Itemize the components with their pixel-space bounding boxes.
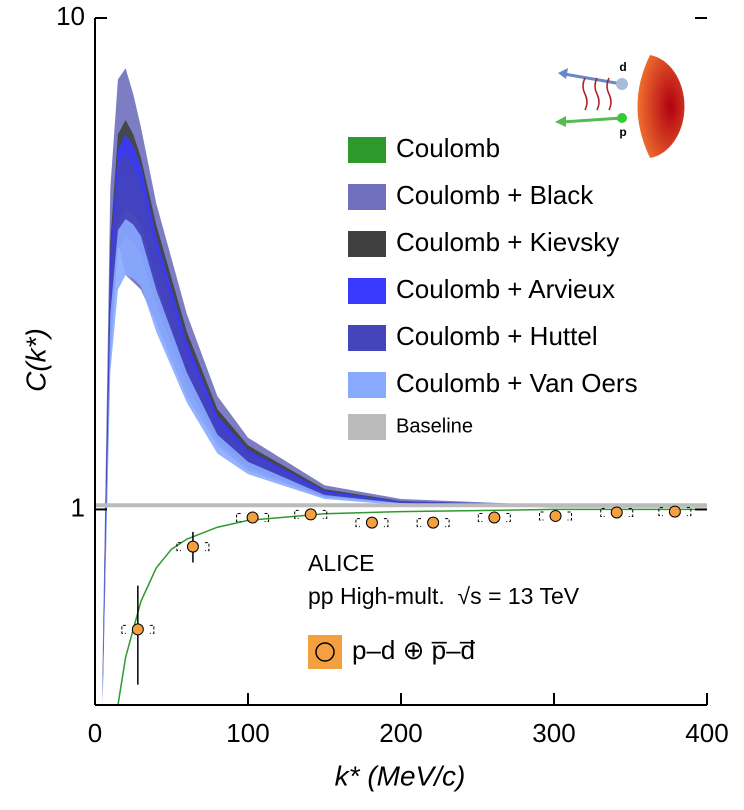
syst-bracket [658, 507, 692, 517]
data-point [304, 508, 317, 521]
legend-swatch [348, 184, 386, 210]
annotation: ALICE [308, 550, 374, 576]
y-tick-label: 10 [56, 1, 85, 31]
legend-marker [315, 642, 335, 662]
legend-label: Coulomb + Huttel [396, 321, 598, 351]
legend-label: p–d ⊕ p̅–d̅ [352, 635, 475, 665]
data-point [427, 516, 440, 529]
syst-bracket [355, 518, 389, 528]
x-tick-label: 200 [379, 718, 422, 748]
legend-label: Coulomb + Arvieux [396, 274, 615, 304]
interaction-icon [582, 77, 612, 111]
y-axis-label: C(k*) [20, 328, 51, 392]
x-tick-label: 100 [226, 718, 269, 748]
legend-swatch [348, 372, 386, 398]
x-tick-label: 300 [532, 718, 575, 748]
annotation: pp High-mult. √s = 13 TeV [308, 583, 580, 609]
legend-swatch [348, 137, 386, 163]
data-point [668, 505, 681, 518]
y-tick-label: 1 [71, 492, 85, 522]
data-point [365, 516, 378, 529]
syst-bracket [176, 542, 210, 552]
arrow-head [555, 116, 566, 127]
legend-label: Baseline [396, 415, 473, 437]
arrow [563, 72, 623, 86]
data-point [610, 506, 623, 519]
data-point [246, 511, 259, 524]
x-tick-label: 0 [88, 718, 102, 748]
legend-swatch [348, 231, 386, 257]
band [102, 218, 707, 695]
data-point [186, 540, 199, 553]
nucleus-icon [637, 55, 685, 158]
data-point [549, 509, 562, 522]
data-point [488, 511, 501, 524]
arrow-head [558, 68, 568, 79]
inset: d p [555, 55, 685, 158]
inset-label: d [619, 60, 626, 74]
deuteron-icon [616, 78, 628, 90]
syst-bracket [121, 624, 155, 634]
data-point [131, 623, 144, 636]
legend-label: Coulomb [396, 133, 500, 163]
legend-swatch [348, 325, 386, 351]
x-tick-label: 400 [685, 718, 728, 748]
inset-label: p [619, 125, 626, 139]
legend-swatch [348, 278, 386, 304]
legend-label: Coulomb + Black [396, 180, 594, 210]
arrow [561, 116, 623, 124]
syst-bracket [600, 507, 634, 517]
legend-swatch [308, 635, 342, 669]
legend-swatch [348, 414, 386, 440]
x-axis-label: k* (MeV/c) [335, 760, 466, 791]
syst-bracket [236, 512, 270, 522]
syst-bracket [416, 518, 450, 528]
syst-bracket [294, 509, 328, 519]
syst-bracket [477, 512, 511, 522]
legend-label: Coulomb + Van Oers [396, 368, 638, 398]
proton-icon [617, 113, 627, 123]
legend-label: Coulomb + Kievsky [396, 227, 619, 257]
syst-bracket [539, 511, 573, 521]
